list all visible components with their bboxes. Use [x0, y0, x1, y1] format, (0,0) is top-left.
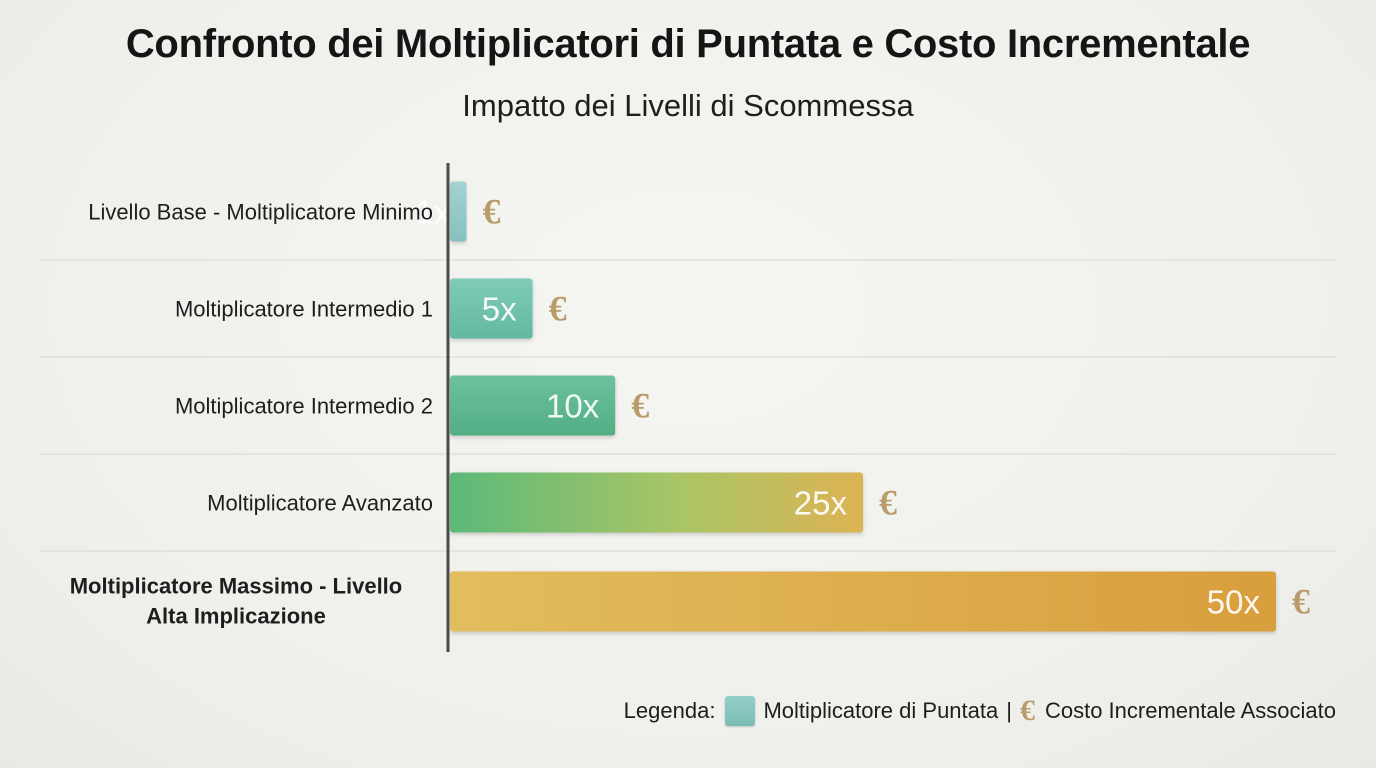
category-label-3: Moltiplicatore Intermedio 2 [175, 394, 433, 419]
euro-icon: € [483, 192, 501, 232]
bar-3 [450, 375, 616, 436]
legend-separator: | [1006, 698, 1012, 723]
legend-multiplier-swatch [725, 696, 756, 726]
category-label-5: Moltiplicatore Massimo - Livello Alta Imp… [70, 574, 403, 629]
legend-multiplier-label: Moltiplicatore di Puntata [763, 698, 999, 723]
legend: Legenda: Moltiplicatore di Puntata | € C… [624, 694, 1336, 728]
euro-icon: € [1019, 694, 1035, 727]
euro-icon: € [1292, 582, 1310, 622]
bar-1 [450, 181, 467, 242]
euro-icon: € [631, 386, 649, 426]
category-label-text: Alta Implicazione [146, 604, 326, 629]
legend-cost-label: Costo Incrementale Associato [1044, 698, 1336, 723]
euro-icon: € [549, 289, 567, 329]
bar-2 [450, 278, 533, 339]
category-label-text: Moltiplicatore Massimo - Livello [70, 574, 403, 599]
legend-prefix: Legenda: [623, 698, 716, 723]
category-label-4: Moltiplicatore Avanzato [207, 491, 433, 516]
chart-subtitle: Impatto dei Livelli di Scommessa [462, 88, 914, 123]
category-label-text: Moltiplicatore Intermedio 1 [175, 297, 433, 322]
category-label-text: Moltiplicatore Avanzato [207, 491, 433, 516]
chart-title: Confronto dei Moltiplicatori di Puntata … [125, 22, 1251, 66]
category-label-text: Moltiplicatore Intermedio 2 [175, 394, 433, 419]
category-label-2: Moltiplicatore Intermedio 1 [175, 297, 433, 322]
category-label-text: Livello Base - Moltiplicatore Minimo [88, 200, 433, 225]
bar-4 [450, 472, 863, 533]
bar-5 [450, 571, 1276, 632]
bar-value-label-3: 10x [546, 388, 600, 425]
bar-value-label-4: 25x [794, 485, 848, 522]
category-label-1: Livello Base - Moltiplicatore Minimo [88, 200, 433, 225]
bar-value-label-5: 50x [1207, 584, 1261, 621]
bar-value-label-1: 1x [416, 194, 451, 231]
euro-icon: € [879, 483, 897, 523]
bar-value-label-2: 5x [482, 291, 517, 328]
